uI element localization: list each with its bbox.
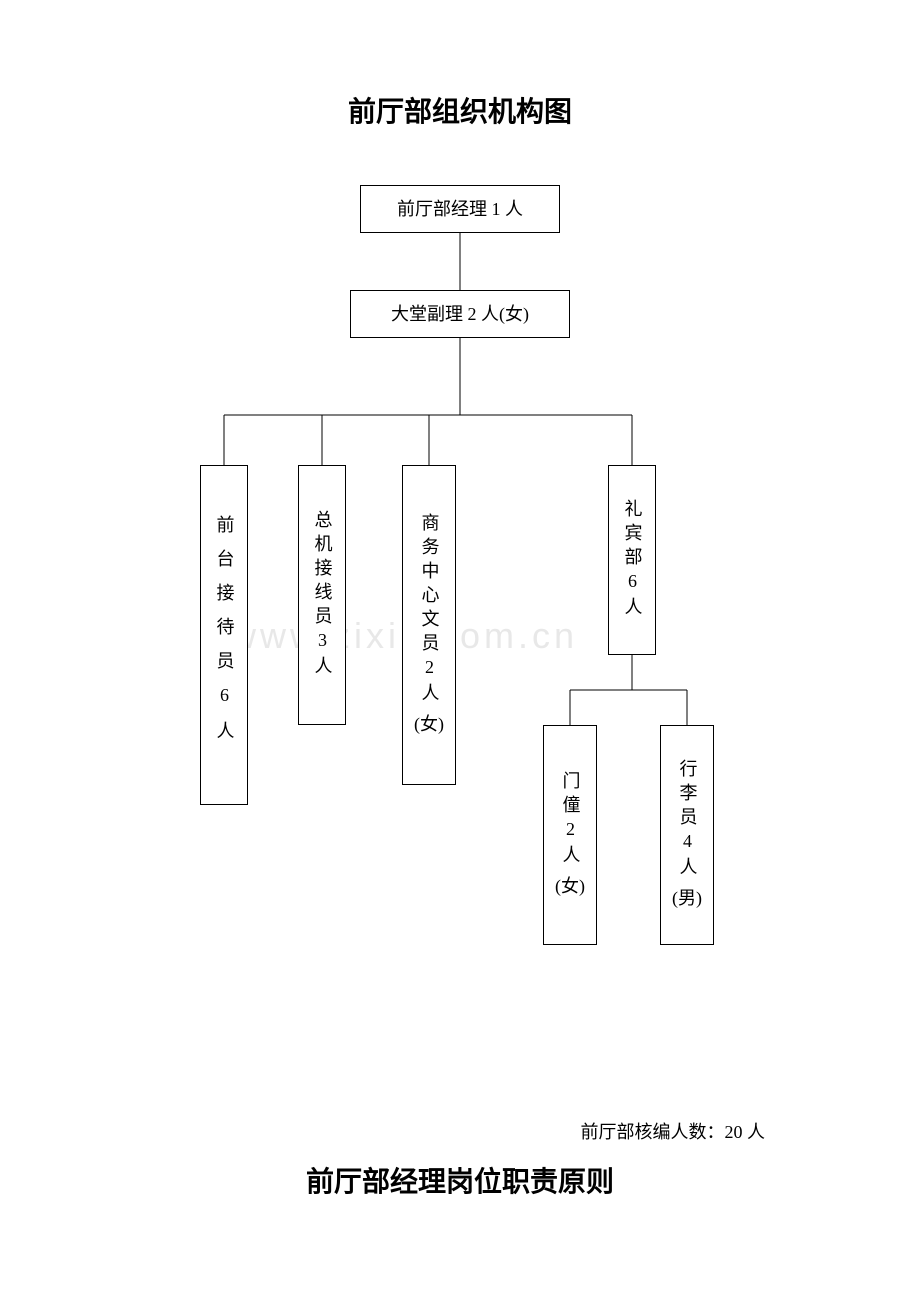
headcount-note: 前厅部核编人数：20 人 (581, 1118, 766, 1144)
chart-title: 前厅部组织机构图 (0, 0, 920, 130)
node-bellman: 行李员4人(男) (660, 725, 714, 945)
org-chart: www.zixin.com.cn 前厅部经理 1 人 大堂副理 2 人(女) 前… (0, 185, 920, 985)
node-doorman: 门僮2人(女) (543, 725, 597, 945)
node-business-center: 商务中心文员2人(女) (402, 465, 456, 785)
node-assistant: 大堂副理 2 人(女) (350, 290, 570, 338)
node-reception: 前台接待员6人 (200, 465, 248, 805)
node-operator: 总机接线员3人 (298, 465, 346, 725)
node-root: 前厅部经理 1 人 (360, 185, 560, 233)
section-subtitle: 前厅部经理岗位职责原则 (0, 1160, 920, 1200)
node-concierge: 礼宾部6人 (608, 465, 656, 655)
